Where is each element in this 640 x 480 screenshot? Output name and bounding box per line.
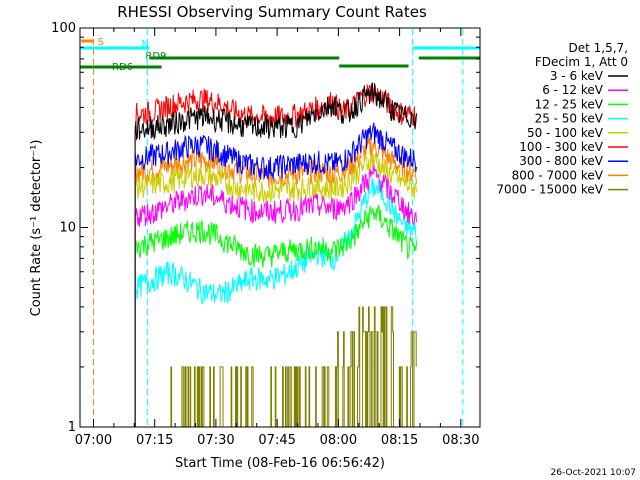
series-line-3 bbox=[134, 177, 417, 427]
legend-label: 6 - 12 keV bbox=[542, 83, 604, 97]
y-tick-label: 10 bbox=[59, 221, 76, 236]
legend-label: 50 - 100 keV bbox=[527, 126, 604, 140]
y-tick-label: 1 bbox=[68, 420, 76, 435]
series-line-6 bbox=[134, 122, 417, 427]
series-line-8 bbox=[165, 306, 417, 428]
legend-label: 3 - 6 keV bbox=[550, 69, 604, 83]
legend-header: FDecim 1, Att 0 bbox=[535, 55, 628, 69]
x-axis-label: Start Time (08-Feb-16 06:56:42) bbox=[175, 456, 385, 471]
flag-label-n: N bbox=[141, 39, 148, 50]
x-tick-label: 08:15 bbox=[381, 433, 418, 448]
y-axis-ticks: 1 10 100 bbox=[51, 21, 480, 435]
series-line-1 bbox=[134, 164, 417, 427]
legend-label: 800 - 7000 keV bbox=[512, 168, 604, 182]
legend-label: 100 - 300 keV bbox=[519, 140, 603, 154]
flag-label-s: S bbox=[97, 37, 103, 48]
series-lines bbox=[134, 81, 417, 428]
x-tick-label: 07:00 bbox=[75, 433, 112, 448]
footer-timestamp: 26-Oct-2021 10:07 bbox=[551, 468, 636, 478]
legend-label: 25 - 50 keV bbox=[535, 112, 604, 126]
x-tick-label: 08:30 bbox=[442, 433, 479, 448]
y-tick-label: 100 bbox=[51, 21, 76, 36]
chart-title: RHESSI Observing Summary Count Rates bbox=[117, 3, 427, 21]
flag-label-rd6: RD6 bbox=[112, 62, 133, 73]
x-tick-label: 07:30 bbox=[197, 433, 234, 448]
legend-label: 7000 - 15000 keV bbox=[496, 183, 603, 197]
flag-label-rd9: RD9 bbox=[145, 51, 166, 62]
legend-label: 12 - 25 keV bbox=[535, 97, 604, 111]
x-axis-ticks: 07:00 07:15 07:30 07:45 08:00 08:15 08:30 bbox=[75, 28, 480, 448]
series-line-2 bbox=[134, 204, 417, 427]
y-axis-label: Count Rate (s⁻¹ detector⁻¹) bbox=[29, 140, 44, 317]
series-line-7 bbox=[134, 136, 417, 427]
x-tick-label: 07:45 bbox=[258, 433, 295, 448]
series-line-5 bbox=[134, 82, 417, 427]
x-tick-label: 08:00 bbox=[320, 433, 357, 448]
plot-frame bbox=[79, 27, 481, 428]
legend-label: 300 - 800 keV bbox=[519, 154, 603, 168]
legend-header: Det 1,5,7, bbox=[569, 41, 629, 55]
series-line-0 bbox=[134, 81, 417, 427]
x-tick-label: 07:15 bbox=[136, 433, 173, 448]
